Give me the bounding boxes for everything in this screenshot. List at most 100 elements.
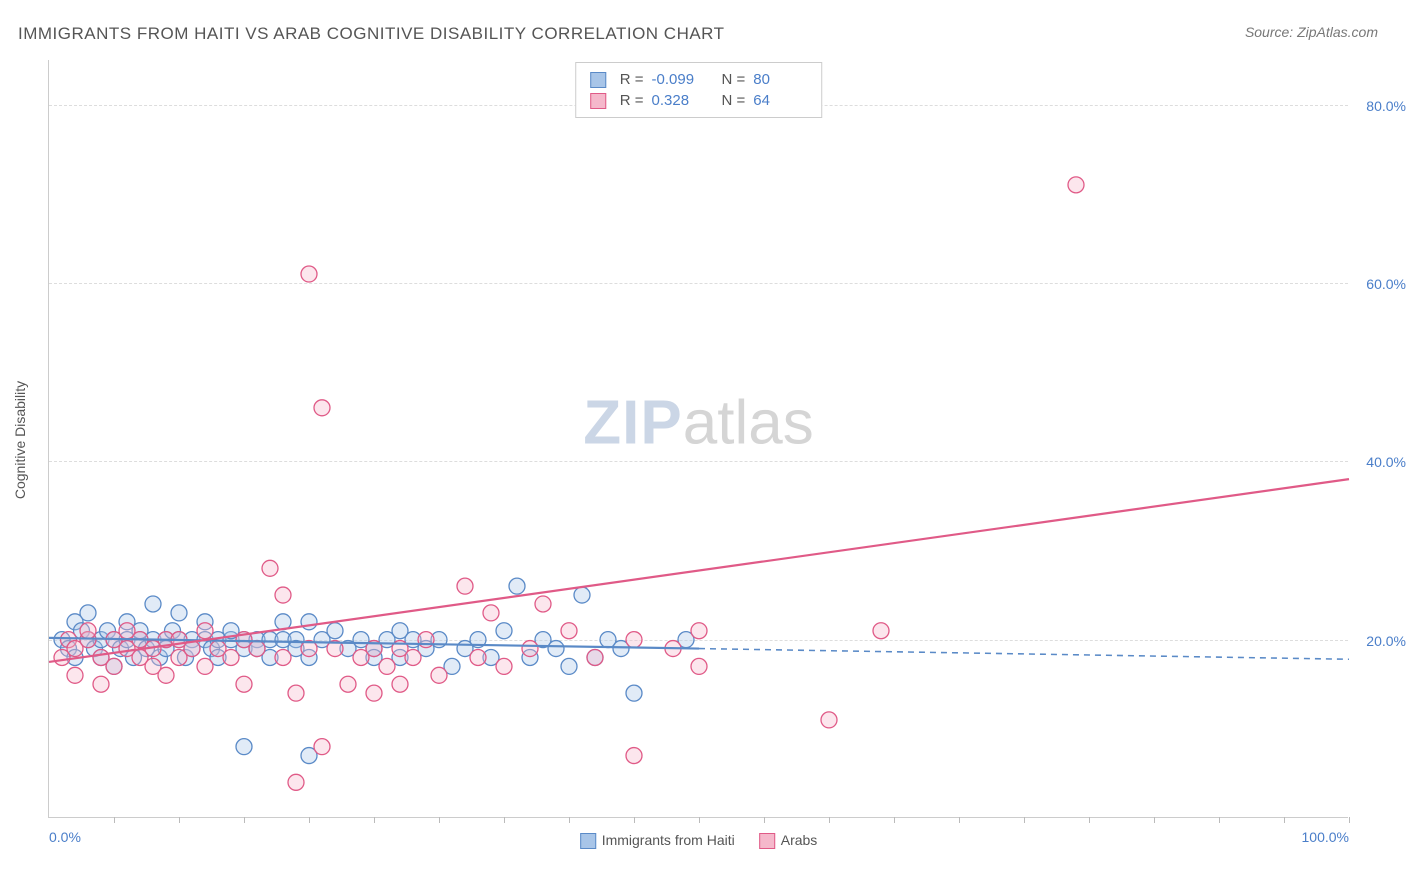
scatter-point-haiti — [509, 578, 525, 594]
stat-n-value: 80 — [753, 71, 807, 88]
legend-bottom: Immigrants from Haiti Arabs — [580, 832, 818, 849]
scatter-point-arabs — [691, 658, 707, 674]
scatter-point-arabs — [301, 266, 317, 282]
scatter-point-arabs — [379, 658, 395, 674]
x-tick — [569, 817, 570, 823]
x-tick — [634, 817, 635, 823]
scatter-point-arabs — [496, 658, 512, 674]
correlation-stats-box: R = -0.099 N = 80 R = 0.328 N = 64 — [575, 62, 823, 118]
x-tick — [1219, 817, 1220, 823]
scatter-point-arabs — [366, 685, 382, 701]
x-tick-label: 100.0% — [1302, 829, 1349, 845]
x-tick — [114, 817, 115, 823]
scatter-point-arabs — [483, 605, 499, 621]
scatter-point-arabs — [457, 578, 473, 594]
x-tick — [959, 817, 960, 823]
stat-r-label: R = — [620, 71, 644, 88]
legend-label: Arabs — [781, 832, 818, 848]
scatter-point-arabs — [106, 658, 122, 674]
scatter-point-arabs — [340, 676, 356, 692]
scatter-point-arabs — [561, 623, 577, 639]
scatter-point-arabs — [1068, 177, 1084, 193]
scatter-point-arabs — [275, 649, 291, 665]
x-tick — [1349, 817, 1350, 823]
scatter-point-haiti — [561, 658, 577, 674]
scatter-point-haiti — [548, 641, 564, 657]
scatter-point-arabs — [158, 667, 174, 683]
scatter-point-haiti — [496, 623, 512, 639]
x-tick — [894, 817, 895, 823]
page-title: IMMIGRANTS FROM HAITI VS ARAB COGNITIVE … — [18, 24, 725, 44]
y-tick-label: 60.0% — [1351, 276, 1406, 292]
legend-label: Immigrants from Haiti — [602, 832, 735, 848]
source-prefix: Source: — [1245, 24, 1297, 40]
stat-row-arabs: R = 0.328 N = 64 — [590, 90, 808, 111]
scatter-point-arabs — [67, 667, 83, 683]
x-tick — [764, 817, 765, 823]
scatter-point-arabs — [288, 774, 304, 790]
source-attribution: Source: ZipAtlas.com — [1245, 24, 1378, 40]
scatter-point-arabs — [821, 712, 837, 728]
x-tick-label: 0.0% — [49, 829, 81, 845]
scatter-point-arabs — [691, 623, 707, 639]
scatter-point-arabs — [93, 676, 109, 692]
stat-n-label: N = — [722, 71, 746, 88]
scatter-point-arabs — [262, 560, 278, 576]
scatter-point-arabs — [522, 641, 538, 657]
trend-line-ext-haiti — [699, 649, 1349, 660]
scatter-point-arabs — [236, 676, 252, 692]
x-tick — [309, 817, 310, 823]
stat-r-value: -0.099 — [652, 71, 706, 88]
scatter-point-arabs — [470, 649, 486, 665]
y-tick-label: 40.0% — [1351, 454, 1406, 470]
legend-swatch-arabs — [759, 833, 775, 849]
scatter-point-arabs — [626, 632, 642, 648]
stat-n-label: N = — [722, 92, 746, 109]
scatter-point-haiti — [80, 605, 96, 621]
y-tick-label: 80.0% — [1351, 98, 1406, 114]
scatter-svg — [49, 60, 1348, 817]
x-tick — [244, 817, 245, 823]
scatter-point-arabs — [80, 623, 96, 639]
stat-r-value: 0.328 — [652, 92, 706, 109]
legend-item-haiti: Immigrants from Haiti — [580, 832, 735, 849]
stat-n-value: 64 — [753, 92, 807, 109]
x-tick — [439, 817, 440, 823]
chart-plot-area: ZIPatlas 20.0%40.0%60.0%80.0% 0.0%100.0%… — [48, 60, 1348, 818]
y-axis-label: Cognitive Disability — [12, 381, 28, 499]
scatter-point-arabs — [626, 748, 642, 764]
scatter-point-arabs — [314, 739, 330, 755]
scatter-point-haiti — [574, 587, 590, 603]
stat-r-label: R = — [620, 92, 644, 109]
legend-swatch-haiti — [580, 833, 596, 849]
scatter-point-arabs — [535, 596, 551, 612]
x-tick — [1089, 817, 1090, 823]
scatter-point-arabs — [275, 587, 291, 603]
scatter-point-haiti — [171, 605, 187, 621]
scatter-point-arabs — [587, 649, 603, 665]
x-tick — [1024, 817, 1025, 823]
scatter-point-arabs — [223, 649, 239, 665]
x-tick — [699, 817, 700, 823]
x-tick — [1284, 817, 1285, 823]
scatter-point-haiti — [327, 623, 343, 639]
legend-item-arabs: Arabs — [759, 832, 818, 849]
scatter-point-arabs — [249, 641, 265, 657]
y-tick-label: 20.0% — [1351, 633, 1406, 649]
x-tick — [829, 817, 830, 823]
source-name: ZipAtlas.com — [1297, 24, 1378, 40]
stat-swatch-arabs — [590, 93, 606, 109]
scatter-point-arabs — [392, 676, 408, 692]
scatter-point-arabs — [197, 623, 213, 639]
scatter-point-haiti — [626, 685, 642, 701]
x-tick — [504, 817, 505, 823]
scatter-point-haiti — [236, 739, 252, 755]
x-tick — [179, 817, 180, 823]
scatter-point-arabs — [405, 649, 421, 665]
stat-row-haiti: R = -0.099 N = 80 — [590, 69, 808, 90]
scatter-point-haiti — [145, 596, 161, 612]
x-tick — [374, 817, 375, 823]
scatter-point-arabs — [873, 623, 889, 639]
x-tick — [1154, 817, 1155, 823]
stat-swatch-haiti — [590, 72, 606, 88]
